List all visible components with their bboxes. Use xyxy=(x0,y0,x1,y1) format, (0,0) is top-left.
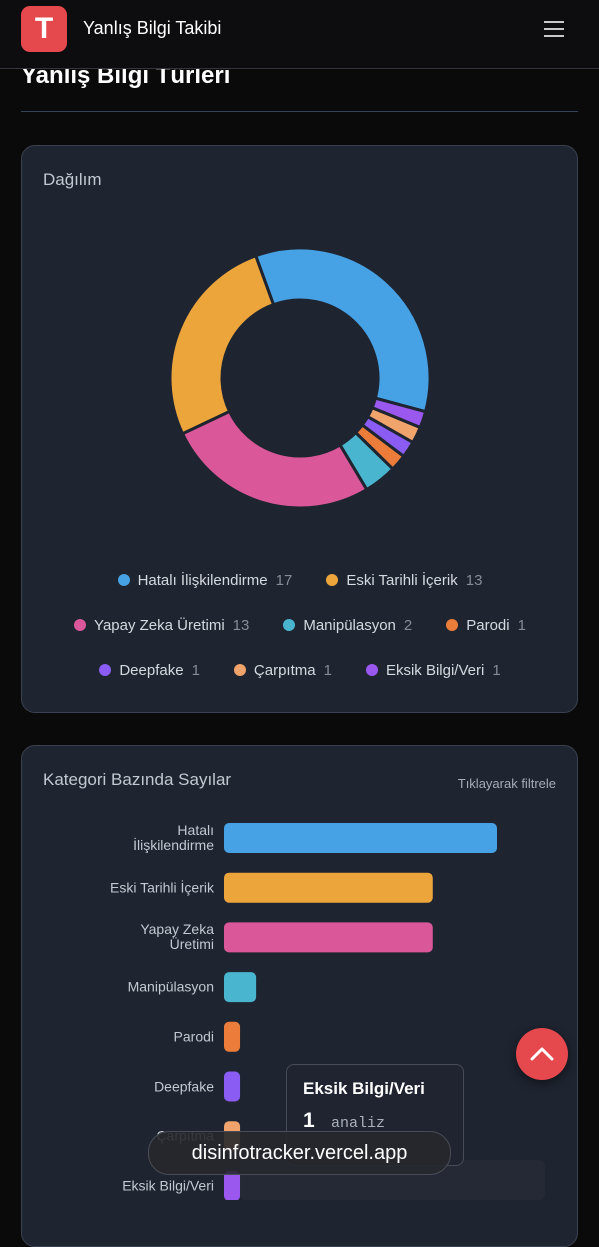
legend-label: Manipülasyon xyxy=(303,616,396,634)
url-bar[interactable]: disinfotracker.vercel.app xyxy=(148,1131,451,1175)
tooltip-title: Eksik Bilgi/Veri xyxy=(303,1079,425,1098)
legend-dot xyxy=(283,619,296,631)
legend-dot xyxy=(365,664,378,676)
donut-slice xyxy=(180,409,369,510)
legend-item: Eksik Bilgi/Veri 1 xyxy=(365,660,501,680)
bar xyxy=(224,922,433,953)
app-title: Yanlış Bilgi Takibi xyxy=(83,18,222,38)
card-title: Kategori Bazında Sayılar xyxy=(43,770,232,789)
bar-label-line: Deepfake xyxy=(154,1078,214,1094)
tooltip-unit: analiz xyxy=(331,1115,386,1132)
legend-dot xyxy=(233,664,246,676)
card-title: Dağılım xyxy=(43,170,102,189)
tooltip-value: 1 xyxy=(303,1109,315,1132)
donut-slice xyxy=(168,253,276,436)
divider xyxy=(21,111,578,112)
legend-count: 13 xyxy=(232,616,250,634)
bar xyxy=(224,823,497,853)
bar-chart xyxy=(224,823,497,1200)
scroll-top-button[interactable] xyxy=(516,1028,568,1080)
donut-slice xyxy=(253,246,432,414)
menu-button[interactable] xyxy=(544,20,566,38)
legend-label: Yapay Zeka Üretimi xyxy=(94,616,225,634)
legend-label: Eksik Bilgi/Veri xyxy=(385,661,485,679)
legend-label: Hatalı İlişkilendirme xyxy=(137,571,268,589)
bar xyxy=(224,1071,241,1102)
legend-dot xyxy=(326,574,339,586)
legend-count: 2 xyxy=(403,616,413,634)
legend-count: 1 xyxy=(191,661,200,679)
legend-item: Deepfake 1 xyxy=(99,660,200,680)
distribution-card xyxy=(21,145,578,713)
legend-label: Çarpıtma xyxy=(253,661,316,679)
filter-hint: Tıklayarak filtrele xyxy=(457,776,556,791)
bar-label-line: Üretimi xyxy=(169,936,214,953)
bar-label-line: İlişkilendirme xyxy=(133,837,214,853)
bar xyxy=(224,1170,241,1200)
bar-label: Deepfake xyxy=(24,1079,214,1094)
legend-dot xyxy=(74,619,87,631)
legend-item: Hatalı İlişkilendirme 17 xyxy=(117,570,293,590)
bar-label: Manipülasyon xyxy=(24,978,214,995)
bar-label: Eski Tarihli İçerik xyxy=(24,880,214,895)
legend-count: 1 xyxy=(517,616,526,634)
legend-count: 17 xyxy=(275,571,293,589)
bar-label: Hatalı İlişkilendirme xyxy=(24,823,214,853)
legend-count: 1 xyxy=(492,661,501,679)
logo[interactable]: T xyxy=(21,6,67,52)
legend-dot xyxy=(99,664,112,676)
bar xyxy=(224,872,433,903)
legend-item: Çarpıtma 1 xyxy=(233,660,332,680)
bar-label: Parodi xyxy=(24,1029,214,1044)
donut-chart xyxy=(168,246,432,510)
legend: Hatalı İlişkilendirme 17 Eski Tarihli İçer… xyxy=(40,570,560,680)
legend-item: Manipülasyon 2 xyxy=(283,615,412,635)
bar-label-line: Eski Tarihli İçerik xyxy=(110,879,214,896)
legend-count: 1 xyxy=(323,661,332,679)
bar-label-line: Manipülasyon xyxy=(127,978,214,995)
bar-label: Yapay Zeka Üretimi xyxy=(24,922,214,952)
bar-label-line: Hatalı xyxy=(177,822,214,838)
legend-item: Eski Tarihli İçerik 13 xyxy=(326,570,482,590)
legend-item: Yapay Zeka Üretimi 13 xyxy=(74,615,249,635)
bar-label-line: Eksik Bilgi/Veri xyxy=(122,1177,214,1194)
legend-label: Eski Tarihli İçerik xyxy=(346,571,458,589)
bar-label-line: Yapay Zeka xyxy=(140,921,214,938)
legend-label: Deepfake xyxy=(119,661,184,679)
legend-label: Parodi xyxy=(466,616,510,634)
donut-slice xyxy=(370,396,428,430)
bar-label-line: Parodi xyxy=(173,1028,214,1045)
bar xyxy=(224,1021,241,1052)
legend-item: Parodi 1 xyxy=(446,615,526,635)
legend-count: 13 xyxy=(465,571,483,589)
legend-dot xyxy=(446,619,459,631)
bar-label: Eksik Bilgi/Veri xyxy=(24,1178,214,1193)
header: T Yanlış Bilgi Takibi xyxy=(0,0,599,69)
bar xyxy=(224,972,257,1003)
legend-dot xyxy=(117,574,130,586)
